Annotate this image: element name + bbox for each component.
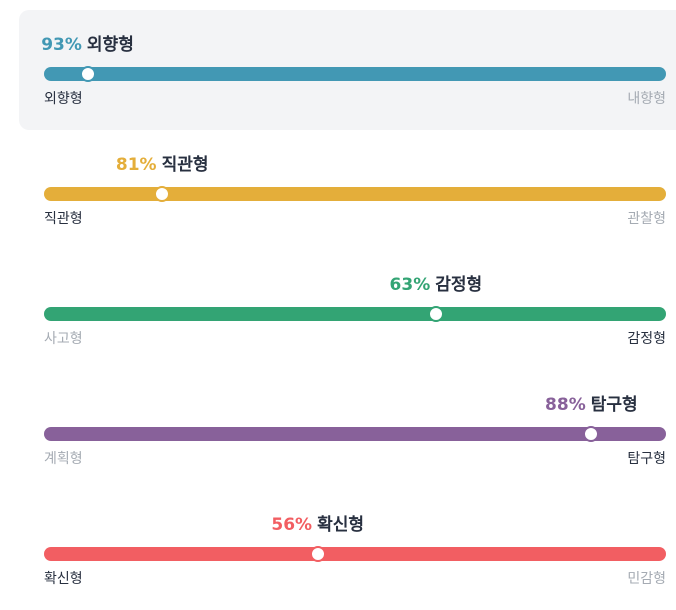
trait-slider-knob[interactable]	[427, 306, 444, 322]
trait-heading: 63% 감정형	[390, 274, 483, 296]
trait-right-label: 내향형	[627, 91, 666, 107]
trait-percent: 93%	[41, 35, 82, 55]
trait-type: 외향형	[86, 35, 134, 55]
trait-type: 탐구형	[590, 395, 638, 415]
trait-heading: 56% 확신형	[271, 514, 364, 536]
trait-left-label: 사고형	[44, 331, 83, 347]
trait-bar	[44, 66, 666, 82]
trait-right-label: 민감형	[627, 571, 666, 587]
trait-percent: 56%	[271, 515, 313, 535]
trait-type: 감정형	[435, 275, 483, 295]
trait-left-label: 확신형	[44, 571, 83, 587]
trait-heading: 88% 탐구형	[545, 394, 638, 416]
trait-heading: 93% 외향형	[41, 34, 134, 56]
trait-right-label: 감정형	[627, 331, 666, 347]
trait-left-label: 계획형	[44, 451, 83, 467]
trait-slider-knob[interactable]	[154, 186, 171, 202]
trait-left-label: 외향형	[44, 91, 83, 107]
trait-left-label: 직관형	[44, 211, 83, 227]
trait-percent: 81%	[115, 155, 157, 175]
trait-type: 직관형	[161, 155, 209, 175]
trait-extraversion[interactable]: 93% 외향형 외향형 내향형	[19, 10, 676, 130]
trait-slider-knob[interactable]	[309, 546, 326, 562]
trait-bar	[44, 186, 666, 202]
trait-bar	[44, 546, 666, 562]
trait-bar	[44, 426, 666, 442]
trait-right-label: 관찰형	[627, 211, 666, 227]
trait-percent: 63%	[389, 275, 431, 295]
trait-feeling[interactable]: 63% 감정형 사고형 감정형	[19, 250, 676, 370]
trait-slider-knob[interactable]	[79, 66, 96, 82]
trait-assertive[interactable]: 56% 확신형 확신형 민감형	[19, 490, 676, 610]
trait-prospecting[interactable]: 88% 탐구형 계획형 탐구형	[19, 370, 676, 490]
trait-slider-knob[interactable]	[583, 426, 600, 442]
trait-type: 확신형	[317, 515, 364, 535]
trait-right-label: 탐구형	[627, 451, 666, 467]
trait-intuition[interactable]: 81% 직관형 직관형 관찰형	[19, 130, 676, 250]
trait-heading: 81% 직관형	[116, 154, 209, 176]
trait-bar	[44, 306, 666, 322]
trait-percent: 88%	[545, 395, 586, 415]
